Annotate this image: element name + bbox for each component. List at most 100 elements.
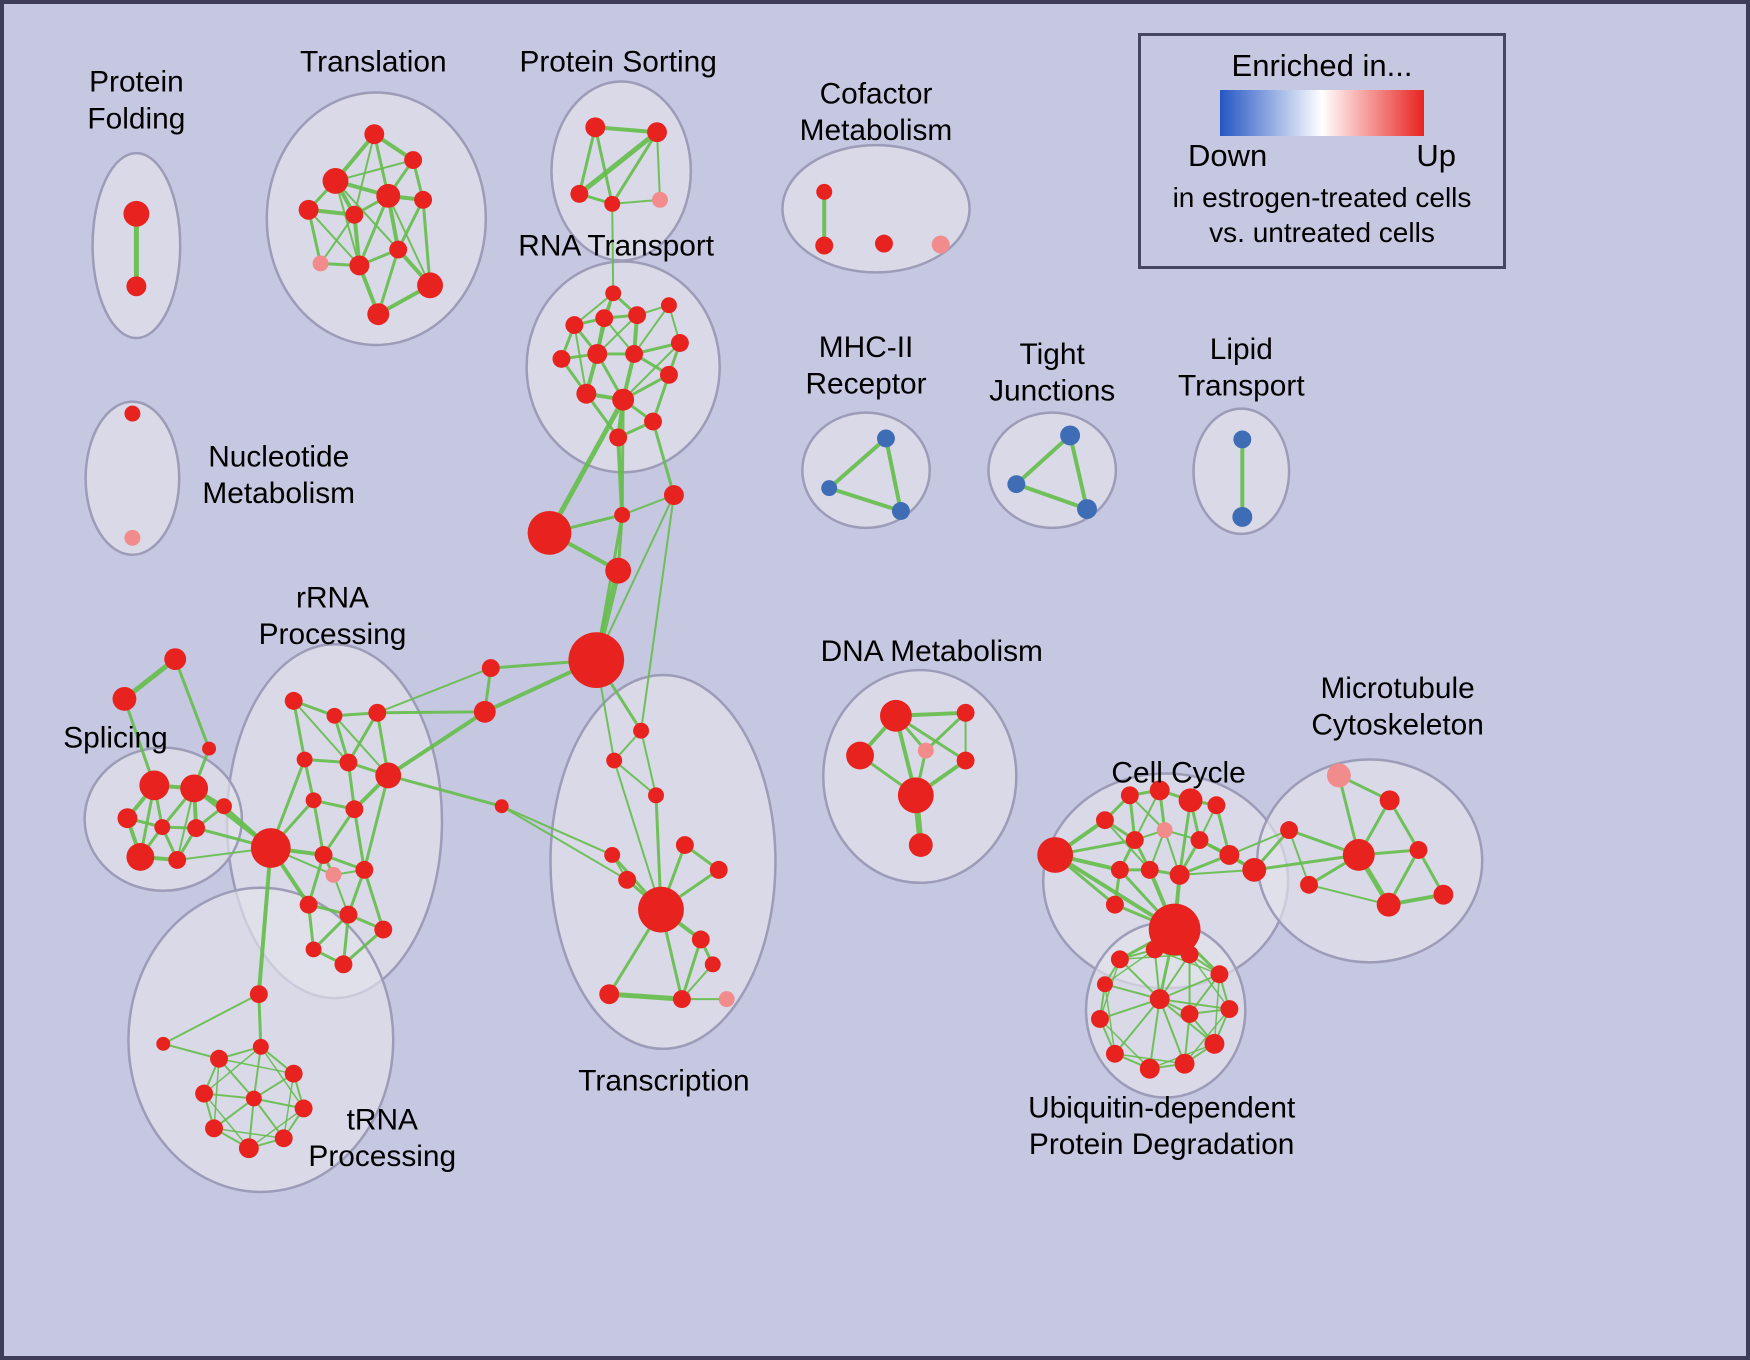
- node-mt1: [1326, 763, 1351, 788]
- cluster-label-rrna-processing: rRNA Processing: [259, 581, 407, 651]
- edge-rt12-fx3: [547, 397, 626, 536]
- node-cc7: [1125, 831, 1144, 849]
- node-rt5: [660, 297, 677, 314]
- cluster-label-ubiquitin-degradation: Ubiquitin-dependent Protein Degradation: [1028, 1091, 1296, 1161]
- node-ub8: [1139, 1058, 1160, 1079]
- edge-sp10-sp1: [122, 697, 156, 787]
- node-cm3: [875, 234, 893, 253]
- node-sp11: [202, 741, 217, 756]
- node-cc4: [1149, 780, 1170, 801]
- edge-cc5-cc13: [1178, 798, 1193, 877]
- node-cc13: [1169, 864, 1190, 885]
- node-tc13: [718, 991, 735, 1008]
- edge-ps2-ps5: [656, 131, 661, 201]
- node-tl1: [322, 168, 349, 194]
- node-tl6: [376, 183, 401, 208]
- node-ps2: [647, 122, 667, 143]
- node-sp7: [168, 850, 187, 869]
- node-sp9: [164, 648, 187, 671]
- edge-ps1-ps4: [593, 125, 614, 206]
- node-tn4: [252, 1038, 269, 1055]
- node-tl9: [349, 255, 370, 276]
- node-pf2: [126, 276, 147, 297]
- node-tl5: [345, 205, 364, 224]
- edge-tl4-tl9: [307, 208, 361, 267]
- node-rr7: [305, 792, 322, 809]
- edge-tn3-tn9: [213, 1058, 220, 1130]
- node-ub6: [1204, 1033, 1225, 1054]
- legend-description-line2: vs. untreated cells: [1209, 217, 1435, 248]
- edge-cc16-mt4: [1252, 853, 1361, 872]
- edge-tc2-tc6: [613, 759, 662, 911]
- node-rr12: [355, 860, 374, 879]
- node-dm3: [846, 741, 875, 770]
- edge-ps2-ps4: [610, 130, 659, 206]
- cluster-label-lipid-transport: Lipid Transport: [1178, 333, 1305, 403]
- cluster-ellipse-nucleotide-metabolism: [84, 400, 181, 556]
- node-tn3: [210, 1049, 228, 1068]
- node-sp3: [117, 808, 138, 829]
- node-tc11: [599, 984, 620, 1005]
- legend-title: Enriched in...: [1231, 48, 1413, 83]
- node-sp2: [180, 774, 209, 803]
- node-tc9: [691, 930, 710, 949]
- edge-tj2-tj3: [1014, 482, 1090, 511]
- node-rr16: [305, 941, 322, 958]
- edge-fx6-rr3: [376, 667, 492, 714]
- cluster-label-splicing: Splicing: [63, 722, 168, 755]
- node-rr13: [299, 895, 318, 914]
- edge-ub3-ub5: [1188, 953, 1231, 1010]
- node-mt8: [1300, 875, 1318, 894]
- node-fx1: [614, 507, 631, 523]
- cluster-label-cofactor-metabolism: Cofactor Metabolism: [800, 77, 953, 147]
- cluster-label-nucleotide-metabolism: Nucleotide Metabolism: [202, 440, 355, 510]
- node-mt5: [1409, 841, 1428, 859]
- node-sp4: [154, 819, 171, 836]
- cluster-ellipse-splicing: [83, 746, 244, 892]
- node-ps4: [604, 195, 621, 212]
- edge-fx2-tc1: [640, 494, 675, 732]
- edge-rt5-rt9: [633, 304, 670, 355]
- legend-description-line1: in estrogen-treated cells: [1172, 182, 1472, 213]
- cluster-ellipse-mhc-ii-receptor: [801, 411, 931, 530]
- node-tc4: [675, 836, 694, 854]
- edge-ub12-ub8: [1148, 998, 1161, 1070]
- edge-ps2-ps3: [576, 129, 660, 197]
- cluster-label-protein-folding: Protein Folding: [87, 65, 185, 135]
- node-fx5: [568, 632, 625, 688]
- edge-rt13-fx2: [651, 420, 676, 497]
- node-cm4: [931, 235, 950, 254]
- node-cc10: [1219, 845, 1240, 865]
- node-rr11: [325, 866, 342, 883]
- node-mh1: [876, 429, 895, 448]
- node-tc12: [672, 990, 691, 1009]
- edge-ps1-ps3: [577, 125, 597, 196]
- node-mt7: [1376, 892, 1401, 917]
- node-pf1: [123, 200, 150, 227]
- node-rr10: [314, 846, 333, 864]
- edge-sp9-sp11: [173, 657, 211, 751]
- legend-down-label: Down: [1188, 138, 1268, 173]
- node-rt9: [625, 344, 644, 363]
- edge-tl2-tl5: [353, 133, 376, 216]
- edge-ps4-ps5: [611, 198, 661, 205]
- node-dm1: [879, 699, 912, 732]
- node-cc3: [1120, 786, 1139, 805]
- node-rr1: [284, 691, 303, 710]
- node-cc2: [1095, 811, 1114, 830]
- node-mt3: [1280, 821, 1299, 840]
- node-fx8: [494, 799, 509, 814]
- edge-tn2-tn3: [162, 1042, 221, 1060]
- node-tc3: [648, 787, 664, 804]
- edge-fx8-rr6: [386, 773, 504, 808]
- node-mt4: [1342, 839, 1375, 871]
- node-tc8: [604, 847, 621, 863]
- edge-rr12-rr15: [362, 868, 385, 932]
- edge-rr3-rr5: [346, 711, 379, 765]
- node-cc5: [1178, 788, 1203, 813]
- node-tc5: [709, 860, 728, 879]
- edge-mt7-mt8: [1308, 883, 1390, 906]
- node-dm7: [908, 833, 933, 857]
- node-nm2: [124, 529, 141, 546]
